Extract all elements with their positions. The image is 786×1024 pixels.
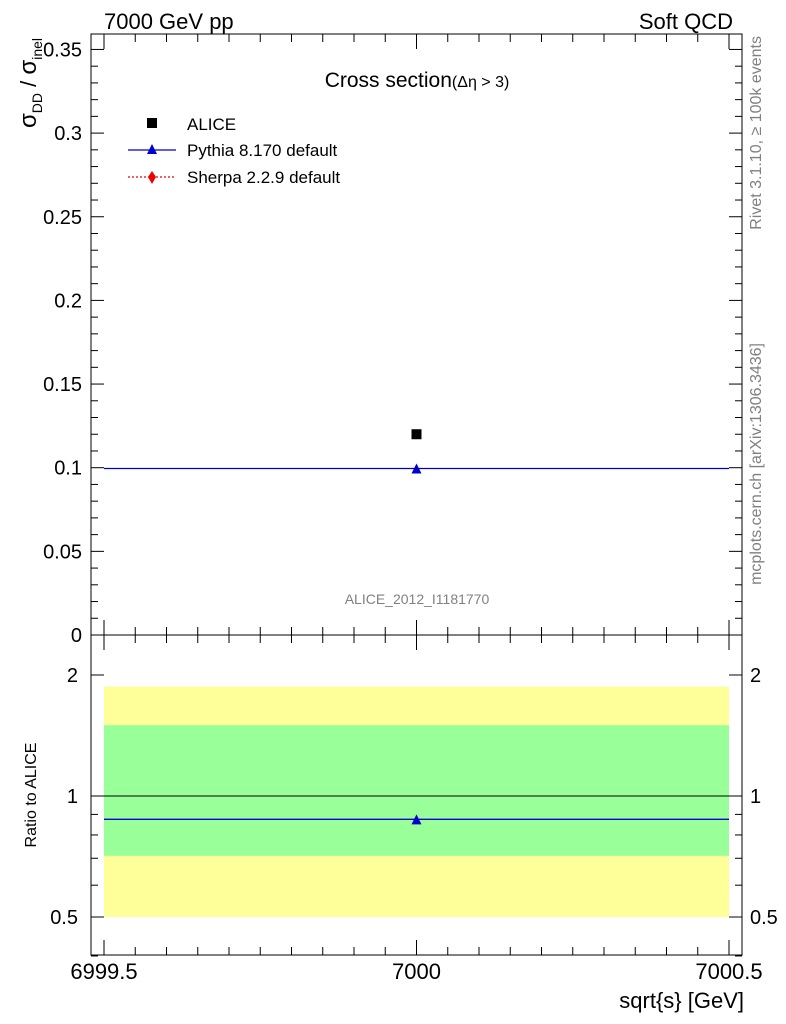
ylabel-sigma-inel: σ xyxy=(15,60,42,75)
ratio-xtick-label-1: 7000 xyxy=(392,959,441,984)
ratio-band-inner xyxy=(104,725,729,856)
ylabel-sigma-dd: σ xyxy=(15,113,42,128)
main-x-ticks xyxy=(103,34,730,635)
main-ytick-label-7: 0.35 xyxy=(43,39,82,61)
ratio-panel: 0.5 0.5 1 1 2 2 6999.5 7000 7000.5 Ratio to ALI… xyxy=(23,634,778,1013)
ylabel-sub-inel: inel xyxy=(29,38,45,60)
main-ytick-label-0: 0 xyxy=(71,625,82,647)
main-plot-area xyxy=(104,429,729,474)
mcplots-label: mcplots.cern.ch [arXiv:1306.3436] xyxy=(748,343,765,585)
main-ytick-label-5: 0.25 xyxy=(43,207,82,229)
ratio-ytick-label-right-0: 0.5 xyxy=(750,907,778,929)
ratio-y-label: Ratio to ALICE xyxy=(23,743,40,848)
legend-marker-sherpa xyxy=(148,171,156,184)
ratio-x-ticks: 6999.5 7000 7000.5 xyxy=(70,635,763,984)
ratio-ytick-label-left-2: 2 xyxy=(67,665,78,687)
analysis-label: ALICE_2012_I1181770 xyxy=(345,591,490,607)
main-panel: 0 0.05 0.1 0.15 0.2 0.25 0.3 0.35 Cross section… xyxy=(15,33,743,647)
main-ytick-label-4: 0.2 xyxy=(54,290,82,312)
ratio-ytick-label-right-2: 2 xyxy=(750,665,761,687)
ratio-xtick-label-2: 7000.5 xyxy=(695,959,762,984)
main-y-ticks: 0 0.05 0.1 0.15 0.2 0.25 0.3 0.35 xyxy=(43,39,742,647)
main-y-label: σDD / σinel xyxy=(15,38,45,128)
pythia-marker-0 xyxy=(411,463,422,474)
ratio-ytick-label-right-1: 1 xyxy=(750,786,761,808)
main-ytick-label-2: 0.1 xyxy=(54,458,82,480)
header-left: 7000 GeV pp xyxy=(104,9,234,34)
ylabel-sub-dd: DD xyxy=(29,93,45,113)
main-ytick-label-3: 0.15 xyxy=(43,374,82,396)
ratio-xtick-label-0: 6999.5 xyxy=(70,959,137,984)
legend: ALICE Pythia 8.170 default Sherpa 2.2.9 … xyxy=(128,115,340,187)
main-ytick-label-1: 0.05 xyxy=(43,541,82,563)
ratio-plot-area xyxy=(91,686,742,918)
ratio-y-ticks: 0.5 0.5 1 1 2 2 xyxy=(50,665,778,957)
main-title-text: Cross section xyxy=(325,69,452,92)
x-axis-label: sqrt{s} [GeV] xyxy=(619,988,744,1013)
legend-label-pythia: Pythia 8.170 default xyxy=(187,141,338,160)
alice-point-0 xyxy=(411,429,422,440)
main-title-sub: (Δη > 3) xyxy=(452,74,509,91)
legend-label-sherpa: Sherpa 2.2.9 default xyxy=(187,168,340,187)
main-title: Cross section(Δη > 3) xyxy=(325,69,510,92)
header-right: Soft QCD xyxy=(639,9,733,34)
ylabel-sep: / xyxy=(16,75,41,93)
main-ytick-label-6: 0.3 xyxy=(54,123,82,145)
legend-marker-alice xyxy=(147,118,157,128)
ratio-pythia-marker-0 xyxy=(411,814,422,825)
rivet-label: Rivet 3.1.10, ≥ 100k events xyxy=(748,36,765,230)
legend-marker-pythia xyxy=(147,144,157,154)
ratio-ytick-label-left-0: 0.5 xyxy=(50,907,78,929)
ratio-ytick-label-left-1: 1 xyxy=(67,786,78,808)
legend-label-alice: ALICE xyxy=(187,115,236,134)
svg-text:σDD / σinel: σDD / σinel xyxy=(15,38,45,128)
